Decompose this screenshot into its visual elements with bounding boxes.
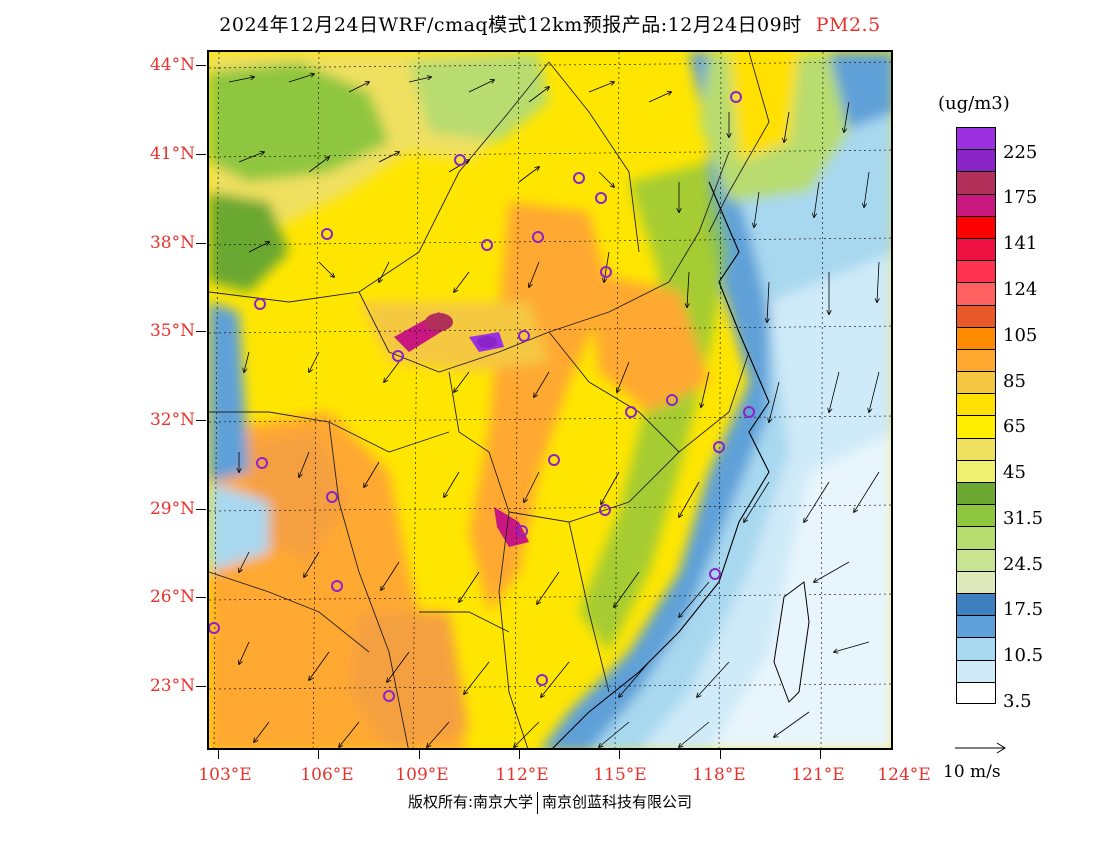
lon-tick [318, 750, 319, 759]
legend-label: 225 [1003, 142, 1038, 163]
concentration-field [209, 52, 891, 748]
color-swatch [956, 237, 996, 261]
lat-label-35: 35°N [149, 321, 195, 341]
map-canvas [209, 52, 891, 748]
color-swatch [956, 127, 996, 150]
lon-label-124: 124°E [877, 765, 931, 785]
color-scale-bar [956, 127, 996, 704]
lat-label-41: 41°N [149, 144, 195, 164]
taiwan-island [773, 581, 810, 703]
wind-reference-arrow [955, 742, 1006, 754]
footer-divider [537, 791, 539, 814]
wind-reference-label: 10 m/s [943, 762, 1001, 782]
legend-label: 141 [1003, 233, 1038, 254]
color-swatch [956, 482, 996, 505]
lat-tick [196, 686, 206, 687]
legend-label: 24.5 [1003, 554, 1044, 575]
graticule [209, 52, 891, 748]
lon-label-115: 115°E [593, 765, 647, 785]
pollutant-label: PM2.5 [815, 14, 881, 36]
legend-label: 45 [1003, 462, 1026, 483]
lat-label-38: 38°N [149, 233, 195, 253]
map-title: 2024年12月24日WRF/cmaq模式12km预报产品:12月24日09时 P… [0, 10, 1100, 37]
lon-label-103: 103°E [198, 765, 252, 785]
city-markers [209, 91, 755, 702]
legend-label: 124 [1003, 279, 1038, 300]
legend-label: 85 [1003, 371, 1026, 392]
color-swatch [956, 260, 996, 283]
color-swatch [956, 393, 996, 416]
lat-tick [196, 243, 206, 244]
color-swatch [956, 437, 996, 460]
lon-label-109: 109°E [395, 765, 449, 785]
color-swatch [956, 681, 996, 704]
copyright-left: 版权所有:南京大学 [407, 793, 534, 811]
coastline [552, 181, 770, 748]
legend-label: 17.5 [1003, 599, 1044, 620]
lon-tick [419, 750, 420, 759]
legend-label: 65 [1003, 416, 1026, 437]
lat-tick [196, 509, 206, 510]
lon-tick [619, 750, 620, 759]
lat-label-29: 29°N [149, 499, 195, 519]
color-swatch [956, 348, 996, 372]
color-swatch [956, 282, 996, 305]
legend-label: 31.5 [1003, 508, 1044, 529]
lon-tick [820, 750, 821, 759]
lon-tick [218, 750, 219, 759]
lon-label-106: 106°E [300, 765, 354, 785]
color-swatch [956, 570, 996, 593]
lat-tick [196, 65, 206, 66]
legend-label: 3.5 [1003, 691, 1032, 712]
copyright-right: 南京创蓝科技有限公司 [542, 793, 693, 811]
color-swatch [956, 304, 996, 327]
province-borders [209, 52, 770, 748]
color-swatch [956, 504, 996, 527]
hotspots [394, 312, 529, 547]
lat-tick [196, 154, 206, 155]
color-swatch [956, 526, 996, 549]
color-swatch [956, 371, 996, 394]
legend-label: 105 [1003, 325, 1038, 346]
legend-label: 10.5 [1003, 645, 1044, 666]
copyright-footer: 版权所有:南京大学 南京创蓝科技有限公司 [0, 791, 1100, 814]
lat-tick [196, 597, 206, 598]
lon-tick [720, 750, 721, 759]
color-swatch [956, 659, 996, 682]
color-swatch [956, 415, 996, 438]
color-swatch [956, 615, 996, 638]
color-swatch [956, 171, 996, 194]
lat-tick [196, 331, 206, 332]
lat-label-23: 23°N [149, 676, 195, 696]
lon-label-121: 121°E [791, 765, 845, 785]
color-swatch [956, 326, 996, 349]
lat-label-44: 44°N [149, 55, 195, 75]
lon-tick [519, 750, 520, 759]
lon-label-112: 112°E [495, 765, 549, 785]
color-swatch [956, 548, 996, 571]
color-swatch [956, 592, 996, 616]
legend-label: 175 [1003, 187, 1038, 208]
lat-label-26: 26°N [149, 587, 195, 607]
wind-vectors [228, 74, 879, 747]
pm25-concentration-map [207, 50, 893, 750]
title-text: 2024年12月24日WRF/cmaq模式12km预报产品:12月24日09时 [219, 14, 802, 36]
color-swatch [956, 215, 996, 238]
lon-label-118: 118°E [692, 765, 746, 785]
color-swatch [956, 149, 996, 172]
color-swatch [956, 637, 996, 660]
lat-label-32: 32°N [149, 410, 195, 430]
legend-unit: (ug/m3) [938, 93, 1010, 114]
color-swatch [956, 459, 996, 482]
color-swatch [956, 193, 996, 216]
lat-tick [196, 420, 206, 421]
